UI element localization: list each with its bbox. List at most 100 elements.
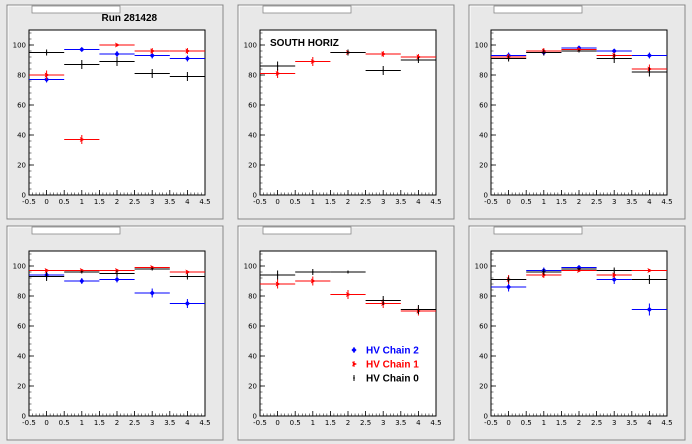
y-tick-label: 20 [248, 162, 257, 170]
x-tick-label: 1.5 [94, 198, 105, 206]
x-tick-label: 3 [150, 419, 154, 427]
data-point-marker [648, 278, 651, 281]
pad-title-box [493, 5, 583, 14]
legend-marker [351, 347, 357, 353]
y-tick-label: 0 [484, 192, 488, 200]
x-tick-label: 2 [115, 198, 119, 206]
y-tick-label: 20 [248, 383, 257, 391]
data-point-marker [185, 48, 191, 54]
data-point-marker [611, 48, 617, 54]
y-tick-label: 80 [17, 293, 26, 301]
x-tick-label: 3.5 [626, 419, 637, 427]
x-tick-label: 3.5 [395, 198, 406, 206]
x-tick-label: 0 [44, 198, 48, 206]
data-point-marker [151, 72, 154, 75]
legend: HV Chain 2 HV Chain 1 HV Chain 0 [351, 346, 419, 385]
x-tick-label: 1 [542, 198, 546, 206]
data-point-marker [507, 278, 510, 281]
y-tick-label: 60 [17, 102, 26, 110]
y-tick-label: 100 [244, 42, 257, 50]
data-point-marker [542, 271, 545, 273]
legend-marker [352, 361, 357, 367]
y-tick-label: 0 [22, 413, 26, 421]
data-point-marker [347, 51, 349, 54]
x-tick-label: 0.5 [59, 198, 70, 206]
series-hv-chain-0 [491, 49, 667, 77]
y-tick-label: 20 [17, 383, 26, 391]
x-tick-label: 4.5 [430, 419, 441, 427]
x-tick-label: 2 [115, 419, 119, 427]
x-tick-label: -0.5 [22, 419, 36, 427]
data-point-marker [184, 55, 190, 62]
y-tick-label: 20 [479, 162, 488, 170]
pad-title-box [493, 226, 583, 235]
x-tick-label: 4.5 [199, 198, 210, 206]
data-point-marker [275, 71, 281, 76]
y-tick-label: 100 [475, 263, 488, 271]
legend-label: HV Chain 1 [366, 360, 419, 371]
x-tick-label: 4.5 [661, 419, 672, 427]
y-tick-label: 0 [253, 192, 257, 200]
y-tick-label: 80 [248, 293, 257, 301]
x-tick-label: 4.5 [661, 198, 672, 206]
data-point-marker [346, 292, 351, 297]
x-tick-label: 1 [311, 198, 315, 206]
y-tick-label: 100 [13, 42, 26, 50]
data-point-marker [45, 275, 48, 278]
y-tick-label: 80 [479, 72, 488, 80]
x-tick-label: 0.5 [521, 419, 532, 427]
series-hv-chain-0 [491, 267, 667, 284]
data-point-marker [417, 308, 420, 311]
data-point-marker [648, 71, 651, 73]
x-tick-label: 0.5 [59, 419, 70, 427]
data-point-marker [276, 274, 279, 276]
y-tick-label: 80 [17, 72, 26, 80]
y-tick-label: 40 [479, 132, 488, 140]
data-point-marker [115, 42, 120, 48]
x-tick-label: 3 [612, 198, 616, 206]
y-tick-label: 0 [22, 192, 26, 200]
plot-frame [490, 29, 668, 196]
x-tick-label: 4 [416, 198, 421, 206]
y-tick-label: 100 [244, 263, 257, 271]
x-tick-label: 4 [185, 198, 190, 206]
x-tick-label: 3 [381, 419, 385, 427]
y-tick-label: 60 [479, 102, 488, 110]
data-point-marker [646, 52, 652, 59]
x-tick-label: 2 [577, 419, 581, 427]
x-tick-label: 0 [506, 419, 510, 427]
y-tick-label: 20 [17, 162, 26, 170]
x-tick-label: 1.5 [325, 419, 336, 427]
data-point-marker [506, 284, 512, 290]
pad-1: -0.5 0 0.5 1 1.5 2 2.5 3 3.5 4 4.5020406080100Run … [6, 4, 224, 220]
x-tick-label: 4 [185, 419, 190, 427]
data-point-marker [44, 268, 50, 273]
x-tick-label: 4 [647, 419, 652, 427]
data-point-marker [149, 52, 155, 59]
x-tick-label: 2.5 [360, 198, 371, 206]
data-point-marker [417, 59, 420, 61]
pad-label: SOUTH HORIZ [270, 38, 339, 49]
pad-label: Run 281428 [102, 13, 158, 24]
data-point-marker [185, 269, 191, 275]
x-tick-label: 3.5 [395, 419, 406, 427]
legend-label: HV Chain 0 [366, 374, 419, 385]
data-point-marker [44, 72, 50, 78]
data-point-marker [275, 281, 281, 287]
data-point-marker [79, 278, 85, 284]
data-point-marker [310, 59, 316, 64]
y-tick-label: 40 [17, 132, 26, 140]
series-hv-chain-0 [260, 49, 436, 75]
data-point-marker [347, 271, 349, 273]
x-tick-label: -0.5 [22, 198, 36, 206]
x-tick-label: -0.5 [253, 419, 267, 427]
data-point-marker [79, 137, 85, 142]
data-point-marker [647, 268, 653, 273]
x-tick-label: 1 [542, 419, 546, 427]
x-tick-label: -0.5 [253, 198, 267, 206]
data-point-marker [612, 272, 618, 278]
x-tick-label: 1.5 [556, 419, 567, 427]
